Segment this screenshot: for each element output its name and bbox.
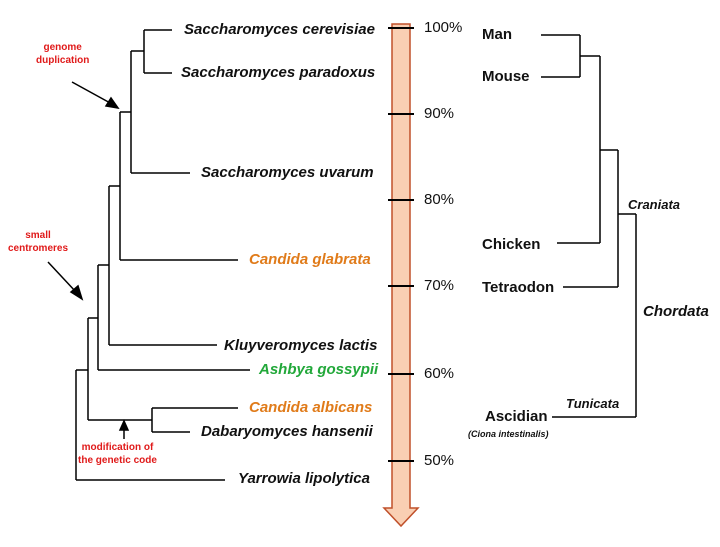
animal-mouse: Mouse bbox=[482, 68, 530, 85]
species-candida-glabrata: Candida glabrata bbox=[249, 251, 371, 268]
note-genetic-code: modification of the genetic code bbox=[78, 442, 157, 466]
animal-ascidian: Ascidian bbox=[485, 408, 548, 425]
animal-chicken: Chicken bbox=[482, 236, 541, 253]
clade-tunicata: Tunicata bbox=[566, 396, 620, 411]
note-small-centromeres: small centromeres bbox=[8, 230, 69, 254]
animal-tetraodon: Tetraodon bbox=[482, 279, 555, 296]
animal-tree bbox=[541, 34, 637, 418]
scale-arrow bbox=[382, 23, 420, 528]
scale-label-80: 80% bbox=[424, 191, 455, 208]
species-saccharomyces-paradoxus: Saccharomyces paradoxus bbox=[181, 64, 376, 81]
clade-craniata: Craniata bbox=[628, 197, 681, 212]
scale-label-100: 100% bbox=[424, 19, 463, 36]
species-candida-albicans: Candida albicans bbox=[249, 399, 373, 416]
species-kluyveromyces-lactis: Kluyveromyces lactis bbox=[224, 337, 378, 354]
note-genome-duplication: genome duplication bbox=[36, 42, 90, 66]
scale-label-90: 90% bbox=[424, 105, 455, 122]
species-dabaryomyces-hansenii: Dabaryomyces hansenii bbox=[201, 423, 373, 440]
species-ashbya-gossypii: Ashbya gossypii bbox=[259, 361, 379, 378]
species-yarrowia-lipolytica: Yarrowia lipolytica bbox=[238, 470, 370, 487]
clade-chordata: Chordata bbox=[643, 303, 709, 320]
scale-label-60: 60% bbox=[424, 365, 455, 382]
animal-ascidian-species-text: (Ciona intestinalis) bbox=[468, 429, 549, 439]
species-saccharomyces-cerevisiae: Saccharomyces cerevisiae bbox=[184, 21, 375, 38]
yeast-tree bbox=[75, 29, 250, 481]
scale-label-50: 50% bbox=[424, 452, 455, 469]
species-saccharomyces-uvarum: Saccharomyces uvarum bbox=[201, 164, 374, 181]
scale-label-70: 70% bbox=[424, 277, 455, 294]
animal-man: Man bbox=[482, 26, 512, 43]
animal-ascidian-species: (Ciona intestinalis) bbox=[468, 430, 549, 439]
scale-ticks bbox=[388, 27, 414, 462]
event-arrows bbox=[47, 81, 130, 439]
